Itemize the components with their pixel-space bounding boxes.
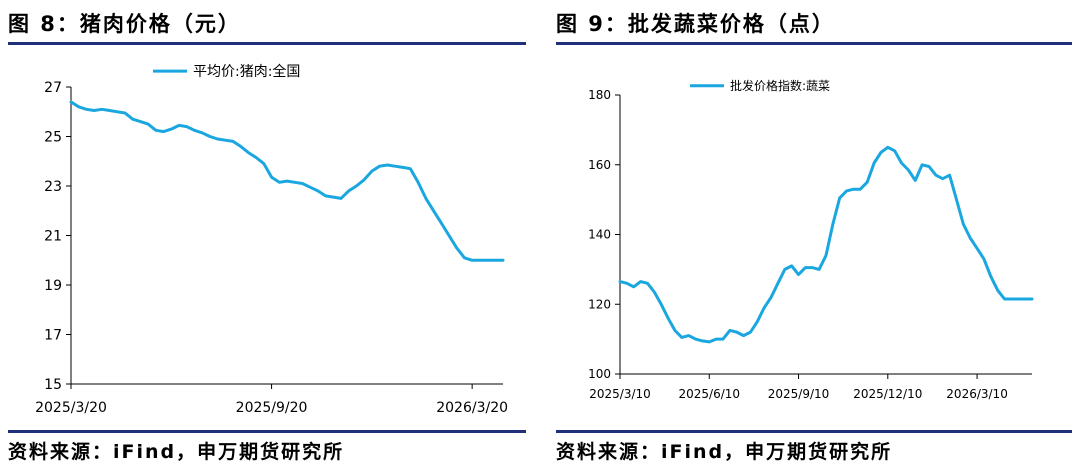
- veg-y-tick-label: 160: [588, 158, 611, 172]
- title-rule-left: [8, 42, 526, 45]
- veg-x-tick-label: 2025/3/10: [589, 387, 651, 401]
- chart-title-pork: 图 8：猪肉价格（元）: [8, 12, 241, 36]
- pork-y-tick-label: 19: [44, 278, 62, 294]
- chart-title-vegetables: 图 9：批发蔬菜价格（点）: [556, 12, 835, 36]
- pork-y-tick-label: 23: [44, 179, 62, 195]
- source-rule-right: [556, 430, 1072, 433]
- pork-y-tick-label: 27: [44, 80, 62, 96]
- veg-y-tick-label: 120: [588, 297, 611, 311]
- pork-y-tick-label: 25: [44, 129, 62, 145]
- pork-legend-label: 平均价:猪肉:全国: [193, 63, 300, 80]
- veg-x-tick-label: 2025/12/10: [853, 387, 922, 401]
- veg-x-tick-label: 2026/3/10: [946, 387, 1008, 401]
- pork-y-tick-label: 21: [44, 228, 62, 244]
- veg-x-tick-label: 2025/9/10: [768, 387, 830, 401]
- pork-y-tick-label: 17: [44, 327, 62, 343]
- source-rule-left: [8, 430, 526, 433]
- title-rule-right: [556, 42, 1072, 45]
- source-note-right: 资料来源：iFind，申万期货研究所: [556, 441, 893, 463]
- veg-y-tick-label: 180: [588, 88, 611, 102]
- veg-legend-label: 批发价格指数:蔬菜: [730, 78, 830, 93]
- veg-series-line: [618, 145, 1034, 344]
- pork-y-tick-label: 15: [44, 377, 62, 393]
- source-note-left: 资料来源：iFind，申万期货研究所: [8, 441, 345, 463]
- veg-y-tick-label: 140: [588, 228, 611, 242]
- pork-series-line: [69, 100, 505, 262]
- veg-x-tick-label: 2025/6/10: [679, 387, 741, 401]
- pork-x-tick-label: 2025/3/20: [35, 400, 107, 416]
- pork-x-tick-label: 2026/3/20: [436, 400, 508, 416]
- veg-y-tick-label: 100: [588, 367, 611, 381]
- pork-x-tick-label: 2025/9/20: [236, 400, 308, 416]
